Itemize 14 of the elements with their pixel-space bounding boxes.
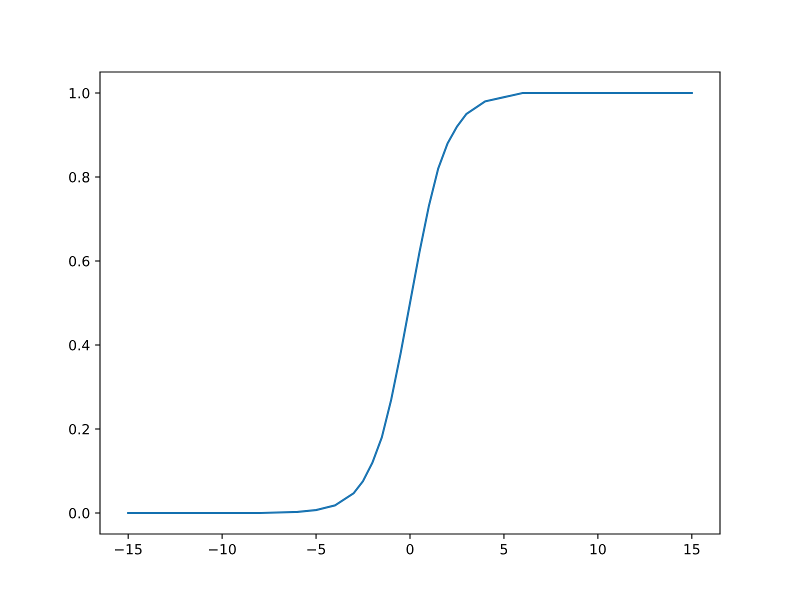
x-tick-label: −5 bbox=[307, 544, 326, 554]
y-tick-label: 1.0 bbox=[70, 88, 90, 98]
x-tick-label: −10 bbox=[208, 544, 236, 554]
y-tick-label: 0.6 bbox=[69, 256, 90, 266]
y-tick-label: 0.0 bbox=[69, 508, 90, 518]
x-tick-label: −15 bbox=[114, 544, 142, 554]
x-tick-label: 10 bbox=[590, 544, 606, 554]
line-series bbox=[127, 92, 693, 514]
x-tick-label: 5 bbox=[500, 544, 508, 554]
y-tick-label: 0.2 bbox=[69, 424, 89, 434]
y-tick-label: 0.8 bbox=[69, 172, 90, 182]
x-tick-label: 15 bbox=[684, 544, 700, 554]
y-tick-label: 0.4 bbox=[69, 340, 90, 350]
x-tick-label: 0 bbox=[406, 544, 414, 554]
